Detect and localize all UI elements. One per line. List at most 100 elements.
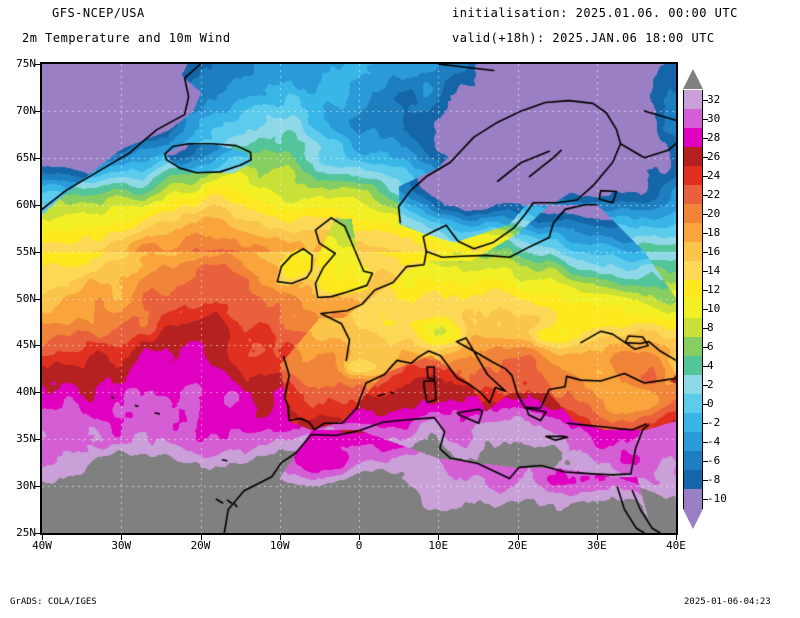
y-axis-tick [35,486,40,488]
colorbar-label: 22 [707,187,721,201]
valid-time: valid(+18h): 2025.JAN.06 18:00 UTC [452,31,715,45]
colorbar-label: -6 [707,453,721,467]
colorbar-segment [683,394,703,414]
y-axis-label: 45N [16,338,36,352]
y-axis-label: 25N [16,526,36,539]
x-axis-label: 10E [428,539,449,552]
y-axis-label: 65N [16,150,36,164]
colorbar-tick [703,498,708,500]
colorbar-segment [683,166,703,186]
x-axis-tick [42,535,43,540]
colorbar-segment [683,470,703,490]
footer-timestamp: 2025-01-06-04:23 [684,597,771,607]
colorbar-segment [683,223,703,243]
colorbar-label: 6 [707,339,714,353]
colorbar-segment [683,375,703,395]
colorbar-tick [703,156,708,158]
colorbar-label: -2 [707,415,721,429]
y-axis-label: 30N [16,479,36,493]
colorbar-label: 10 [707,301,721,315]
y-axis-tick [35,64,40,65]
colorbar-label: 24 [707,168,721,182]
y-axis-tick [35,204,40,206]
x-axis-label: 20E [507,539,528,552]
colorbar-label: 12 [707,282,721,296]
map-plot-area[interactable] [40,62,678,535]
colorbar-label: 32 [707,92,721,106]
colorbar-segment [683,128,703,148]
colorbar-label: -8 [707,472,721,486]
field-title: 2m Temperature and 10m Wind [22,31,231,45]
y-axis-tick [35,439,40,441]
x-axis-tick [359,535,360,540]
colorbar-segment [683,299,703,319]
colorbar-segment [683,451,703,471]
colorbar-tick [703,270,708,272]
colorbar-tick [703,327,708,329]
colorbar-tick [703,175,708,177]
colorbar-segment [683,280,703,300]
x-axis-tick [121,535,123,540]
y-axis-label: 60N [16,197,36,211]
colorbar-tick [703,441,708,443]
colorbar-top-cap-icon [683,69,703,89]
colorbar-label: 14 [707,263,721,277]
y-axis-tick [35,251,40,253]
y-axis-tick [35,345,40,347]
colorbar-segment [683,109,703,129]
x-axis-tick [676,535,677,540]
x-axis-label: 30E [586,539,607,552]
colorbar-label: 30 [707,111,721,125]
colorbar-tick [703,479,708,481]
x-axis-label: 0 [355,539,363,552]
colorbar-segment [683,147,703,167]
colorbar-label: 4 [707,358,714,372]
y-axis-label: 75N [16,57,36,70]
y-axis-label: 40N [16,385,36,399]
y-axis-label: 50N [16,291,36,305]
y-axis-label: 70N [16,103,36,117]
colorbar-tick [703,137,708,139]
colorbar-label: 26 [707,149,721,163]
colorbar-segment [683,318,703,338]
colorbar-label: 8 [707,320,714,334]
colorbar-segment [683,489,703,509]
colorbar-label: 0 [707,396,714,410]
y-axis-label: 55N [16,244,36,258]
colorbar-segment [683,90,703,110]
x-axis-tick [200,535,202,540]
colorbar-label: 20 [707,206,721,220]
y-axis-tick [35,533,40,534]
colorbar-tick [703,251,708,253]
colorbar-segment [683,432,703,452]
x-axis-tick [517,535,519,540]
colorbar-segment [683,413,703,433]
colorbar-label: -4 [707,434,721,448]
y-axis-label: 35N [16,432,36,446]
temperature-colorbar[interactable]: 32 30 28 26 24 22 20 18 16 14 12 10 8 6 4 2 0 -2 -4 -6 -8 -10 [683,69,727,529]
colorbar-tick [703,346,708,348]
temperature-field-canvas [42,64,676,533]
colorbar-segment [683,242,703,262]
colorbar-tick [703,365,708,367]
footer-credit: GrADS: COLA/IGES [10,597,97,607]
colorbar-segment [683,185,703,205]
colorbar-tick [703,403,708,405]
colorbar-segment [683,337,703,357]
x-axis-tick [438,535,440,540]
colorbar-label: 28 [707,130,721,144]
colorbar-label: 2 [707,377,714,391]
colorbar-segment [683,261,703,281]
colorbar-segment [683,204,703,224]
x-axis-label: 10W [269,539,290,552]
x-axis-tick [279,535,281,540]
colorbar-tick [703,118,708,120]
x-axis-label: 40W [32,539,52,552]
x-axis-label: 30W [111,539,132,552]
y-axis-tick [35,298,40,300]
colorbar-tick [703,422,708,424]
colorbar-label: 18 [707,225,721,239]
initialisation-time: initialisation: 2025.01.06. 00:00 UTC [452,6,738,20]
colorbar-bottom-cap-icon [683,509,703,529]
